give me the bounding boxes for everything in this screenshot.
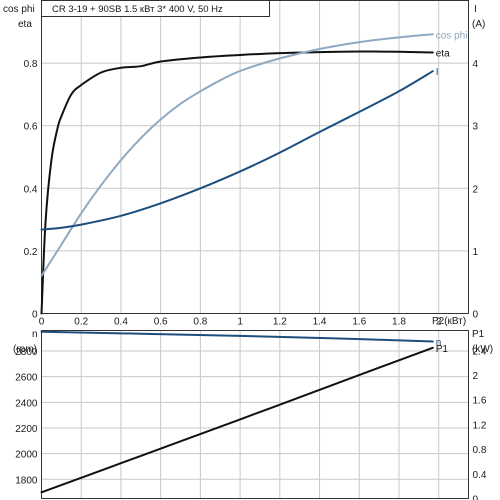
series-line-cos-phi [40, 33, 434, 277]
bottom-right-tick-labels: 0 0.4 0.8 1.2 1.6 2 2.4 [473, 346, 487, 500]
y-tick-label-right: 0 [473, 495, 479, 500]
chart-title: CR 3-19 + 90SB 1.5 кВт 3* 400 V, 50 Hz [52, 4, 223, 15]
y-tick-label-right: 4 [473, 59, 479, 70]
top-x-tick-labels: 0 0.2 0.4 0.6 0.8 1 1.2 1.4 1.6 1.8 2 [39, 317, 442, 328]
x-tick-label: 0.6 [154, 317, 168, 328]
series-label-cos-phi: cos phi [436, 30, 468, 41]
y-tick-label-left: 0.6 [24, 122, 38, 133]
ylabel-speed-unit: (rpm) [13, 344, 37, 355]
x-tick-label: 1 [237, 317, 243, 328]
y-tick-label-right: 2 [473, 371, 479, 382]
y-tick-label-right: 1.2 [473, 420, 487, 431]
series-label-n: n [436, 338, 442, 349]
x-tick-label: 2 [436, 317, 442, 328]
top-panel-grid [41, 0, 469, 314]
ylabel-power-input: P1 [472, 329, 485, 340]
top-panel-frame [41, 0, 469, 314]
y-tick-label-right: 3 [473, 122, 479, 133]
ylabel-speed: n [32, 329, 38, 340]
x-tick-label: 1.2 [273, 317, 287, 328]
bottom-panel-series: nP1 [40, 330, 449, 494]
y-tick-label-right: 2 [473, 184, 479, 195]
efficiency-current-panel: CR 3-19 + 90SB 1.5 кВт 3* 400 V, 50 Hz 0… [3, 0, 485, 328]
y-tick-label-right: 0.8 [473, 445, 487, 456]
y-tick-label-left: 2600 [15, 373, 38, 384]
title-box [41, 0, 270, 17]
y-tick-label-left: 0.2 [24, 247, 38, 258]
x-tick-label: 0.4 [114, 317, 128, 328]
ylabel-eta: eta [18, 19, 32, 30]
series-line-p1 [40, 346, 434, 494]
top-panel-title-box: CR 3-19 + 90SB 1.5 кВт 3* 400 V, 50 Hz [41, 0, 270, 17]
ylabel-current-unit: (A) [472, 19, 485, 30]
x-tick-label: 1.4 [313, 317, 327, 328]
top-panel-series: eta cos phi I [40, 30, 468, 315]
y-tick-label-left: 2200 [15, 424, 38, 435]
y-tick-label-left: 0.8 [24, 59, 38, 70]
series-label-i: I [436, 67, 439, 78]
series-line-n [40, 330, 434, 343]
series-line-eta [40, 50, 434, 315]
y-tick-label-right: 1.6 [473, 396, 487, 407]
x-tick-label: 1.8 [392, 317, 406, 328]
y-tick-label-right: 0 [473, 310, 479, 321]
y-tick-label-left: 2400 [15, 398, 38, 409]
ylabel-current: I [474, 4, 477, 15]
series-label-p1: P1 [436, 344, 449, 355]
x-tick-label: 1.6 [352, 317, 366, 328]
y-tick-label-left: 2000 [15, 450, 38, 461]
xlabel-p2: P2(кВт) [432, 316, 466, 327]
y-tick-label-left: 0.4 [24, 184, 38, 195]
x-tick-label: 0.8 [193, 317, 207, 328]
x-tick-label: 0.2 [74, 317, 88, 328]
speed-power-panel: 1800 2000 2200 2400 2600 2800 0 0.4 0.8 1.2 1.6 2 2… [13, 329, 493, 500]
bottom-panel-grid [41, 330, 469, 499]
bottom-left-tick-labels: 1800 2000 2200 2400 2600 2800 [15, 347, 38, 486]
y-tick-label-left: 1800 [15, 475, 38, 486]
series-line-i [40, 70, 434, 231]
y-tick-label-right: 0.4 [473, 470, 487, 481]
top-left-tick-labels: 0 0.2 0.4 0.6 0.8 [24, 59, 38, 320]
ylabel-cos-phi: cos phi [3, 4, 35, 15]
bottom-panel-frame [41, 330, 469, 499]
y-tick-label-right: 2.4 [473, 346, 487, 357]
y-tick-label-left: 2800 [15, 347, 38, 358]
y-tick-label-left: 0 [32, 310, 38, 321]
x-tick-label: 0 [39, 317, 45, 328]
y-tick-label-right: 1 [473, 247, 479, 258]
ylabel-power-unit: (kW) [472, 344, 493, 355]
series-label-eta: eta [436, 48, 450, 59]
top-right-tick-labels: 0 1 2 3 4 [473, 59, 479, 320]
